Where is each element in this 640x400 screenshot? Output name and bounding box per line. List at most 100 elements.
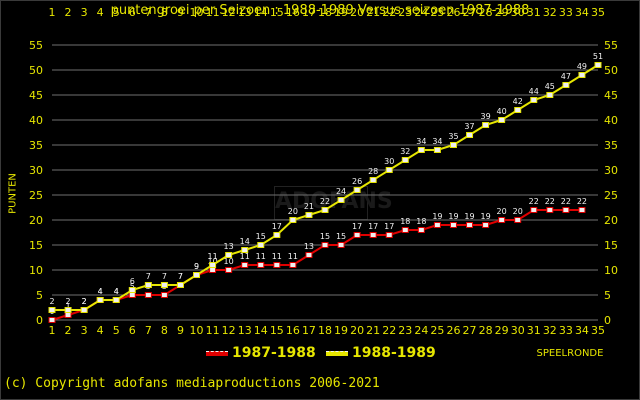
x-tick-label-top-28: 28 xyxy=(479,6,493,19)
x-tick-label-top-16: 16 xyxy=(286,6,300,19)
point-marker-series-2-13 xyxy=(241,247,249,253)
point-label-series-1-10: 9 xyxy=(194,262,199,271)
legend-marker-series-1 xyxy=(206,351,228,356)
point-label-series-2-21: 28 xyxy=(368,167,378,176)
point-label-series-1-18: 15 xyxy=(320,232,330,241)
x-tick-label-bottom-26: 26 xyxy=(446,324,460,337)
x-tick-label-bottom-30: 30 xyxy=(511,324,525,337)
point-marker-series-1-18 xyxy=(321,242,329,248)
point-label-series-2-22: 30 xyxy=(384,157,394,166)
point-label-series-2-1: 2 xyxy=(49,297,54,306)
point-label-series-2-7: 7 xyxy=(146,272,151,281)
x-tick-label-top-31: 31 xyxy=(527,6,541,19)
point-marker-series-1-6 xyxy=(128,292,136,298)
point-label-series-1-22: 17 xyxy=(384,222,394,231)
point-marker-series-1-17 xyxy=(305,252,313,258)
point-marker-series-2-30 xyxy=(514,107,522,113)
x-tick-label-top-18: 18 xyxy=(318,6,332,19)
point-label-series-1-17: 13 xyxy=(304,242,314,251)
y-tick-label-right-30: 30 xyxy=(604,164,618,177)
point-label-series-1-31: 22 xyxy=(529,197,539,206)
x-tick-label-top-35: 35 xyxy=(591,6,605,19)
point-marker-series-2-15 xyxy=(273,232,281,238)
point-label-series-2-15: 17 xyxy=(272,222,282,231)
point-label-series-2-8: 7 xyxy=(162,272,167,281)
y-tick-label-right-55: 55 xyxy=(604,39,618,52)
point-marker-series-2-2 xyxy=(64,307,72,313)
point-label-series-2-9: 7 xyxy=(178,272,183,281)
x-tick-label-bottom-11: 11 xyxy=(206,324,220,337)
x-tick-label-bottom-31: 31 xyxy=(527,324,541,337)
point-label-series-2-31: 44 xyxy=(529,87,539,96)
point-label-series-1-29: 20 xyxy=(497,207,507,216)
point-marker-series-2-20 xyxy=(353,187,361,193)
point-marker-series-2-34 xyxy=(578,72,586,78)
x-tick-label-bottom-7: 7 xyxy=(145,324,152,337)
point-marker-series-1-19 xyxy=(337,242,345,248)
point-label-series-2-33: 47 xyxy=(561,72,571,81)
x-tick-label-bottom-17: 17 xyxy=(302,324,316,337)
point-label-series-1-23: 18 xyxy=(400,217,410,226)
point-label-series-1-27: 19 xyxy=(464,212,474,221)
x-tick-label-top-25: 25 xyxy=(430,6,444,19)
x-tick-label-top-1: 1 xyxy=(49,6,56,19)
point-marker-series-1-32 xyxy=(546,207,554,213)
point-label-series-1-21: 17 xyxy=(368,222,378,231)
point-marker-series-2-1 xyxy=(48,307,56,313)
point-marker-series-2-23 xyxy=(401,157,409,163)
y-tick-label-right-50: 50 xyxy=(604,64,618,77)
point-label-series-2-16: 20 xyxy=(288,207,298,216)
y-axis-title-text: PUNTEN xyxy=(7,173,19,214)
legend-label-series-2: 1988-1989 xyxy=(352,345,436,361)
point-marker-series-2-21 xyxy=(369,177,377,183)
y-tick-label-right-25: 25 xyxy=(604,189,618,202)
point-label-series-1-25: 19 xyxy=(432,212,442,221)
x-tick-label-bottom-28: 28 xyxy=(479,324,493,337)
point-label-series-2-14: 15 xyxy=(256,232,266,241)
x-tick-label-bottom-3: 3 xyxy=(81,324,88,337)
x-tick-label-bottom-27: 27 xyxy=(463,324,477,337)
y-tick-label-left-50: 50 xyxy=(29,64,43,77)
y-tick-label-right-5: 5 xyxy=(604,289,611,302)
x-tick-label-bottom-33: 33 xyxy=(559,324,573,337)
y-tick-label-right-0: 0 xyxy=(604,314,611,327)
x-tick-label-bottom-13: 13 xyxy=(238,324,252,337)
x-tick-label-bottom-29: 29 xyxy=(495,324,509,337)
x-axis-title: SPEELRONDE xyxy=(536,348,604,359)
x-tick-label-top-29: 29 xyxy=(495,6,509,19)
series-line-1 xyxy=(51,209,582,321)
y-tick-label-left-45: 45 xyxy=(29,89,43,102)
point-marker-series-2-29 xyxy=(498,117,506,123)
point-label-series-1-12: 10 xyxy=(224,257,234,266)
x-tick-label-bottom-32: 32 xyxy=(543,324,557,337)
x-tick-label-top-13: 13 xyxy=(238,6,252,19)
x-tick-label-bottom-21: 21 xyxy=(366,324,380,337)
point-label-series-1-15: 11 xyxy=(272,252,282,261)
point-marker-series-1-21 xyxy=(369,232,377,238)
point-label-series-1-4: 4 xyxy=(98,287,103,296)
point-label-series-1-16: 11 xyxy=(288,252,298,261)
point-marker-series-2-11 xyxy=(209,262,217,268)
point-label-series-1-6: 5 xyxy=(130,282,135,291)
y-tick-label-left-10: 10 xyxy=(29,264,43,277)
point-marker-series-1-29 xyxy=(498,217,506,223)
point-label-series-2-29: 40 xyxy=(497,107,507,116)
x-tick-label-top-20: 20 xyxy=(350,6,364,19)
point-marker-series-1-26 xyxy=(449,222,457,228)
y-tick-label-right-20: 20 xyxy=(604,214,618,227)
x-tick-label-top-4: 4 xyxy=(97,6,104,19)
point-marker-series-2-5 xyxy=(112,297,120,303)
x-tick-label-top-26: 26 xyxy=(446,6,460,19)
point-label-series-2-24: 34 xyxy=(416,137,426,146)
point-marker-series-1-16 xyxy=(289,262,297,268)
x-tick-label-bottom-15: 15 xyxy=(270,324,284,337)
y-tick-label-left-5: 5 xyxy=(36,289,43,302)
x-tick-label-bottom-14: 14 xyxy=(254,324,268,337)
point-label-series-2-6: 6 xyxy=(130,277,135,286)
x-tick-label-bottom-25: 25 xyxy=(430,324,444,337)
x-tick-label-top-15: 15 xyxy=(270,6,284,19)
point-marker-series-1-25 xyxy=(433,222,441,228)
point-label-series-2-4: 4 xyxy=(98,287,103,296)
